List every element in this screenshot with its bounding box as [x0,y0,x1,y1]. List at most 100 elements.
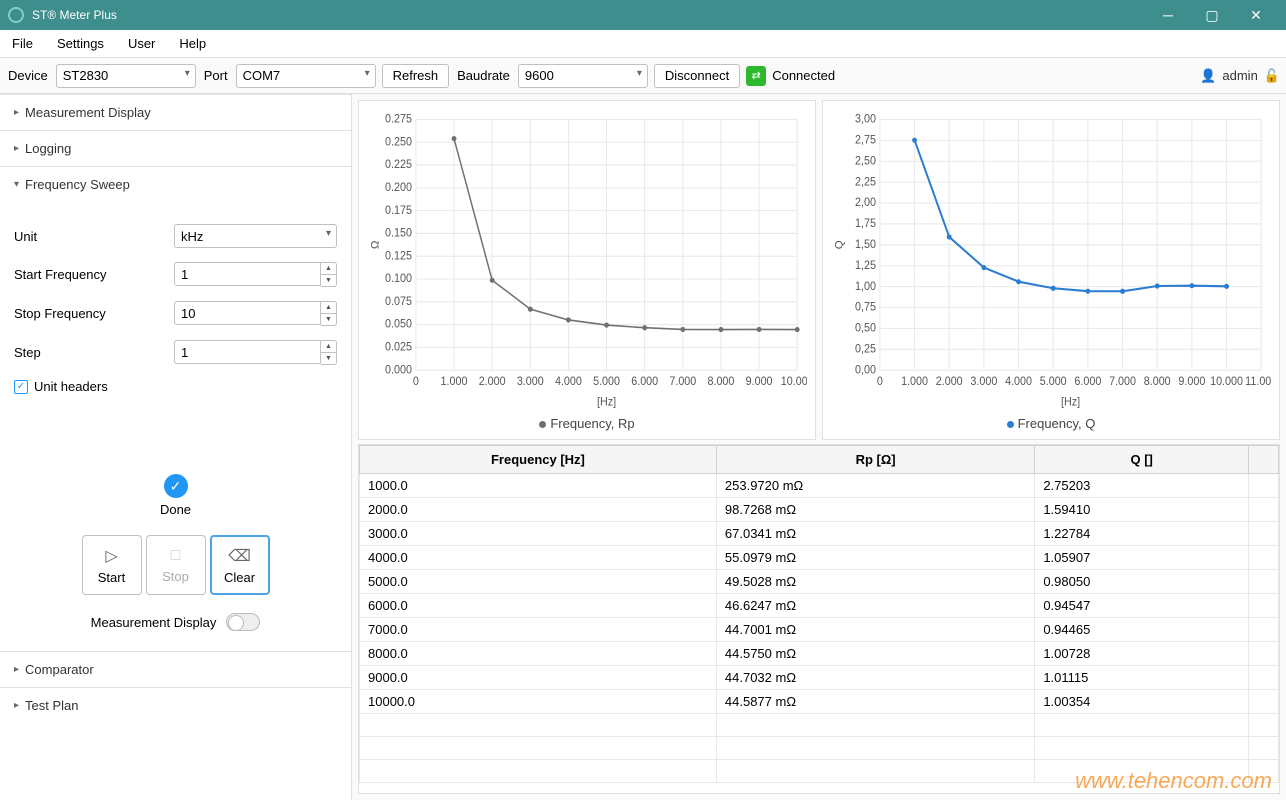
svg-text:1,75: 1,75 [855,218,876,230]
svg-text:1.000: 1.000 [441,376,468,388]
chevron-down-icon: ▾ [14,179,19,190]
refresh-button[interactable]: Refresh [382,64,450,88]
maximize-button[interactable]: ▢ [1190,0,1234,30]
unit-headers-checkbox[interactable]: ✓ [14,380,28,394]
svg-text:11.000: 11.000 [1245,376,1271,388]
svg-text:4.000: 4.000 [555,376,582,388]
play-icon: ▷ [105,546,117,566]
stop-frequency-input[interactable] [174,301,321,325]
clear-button[interactable]: ⌫ Clear [210,535,270,595]
data-table[interactable]: Frequency [Hz]Rp [Ω]Q []1000.0253.9720 m… [358,444,1280,794]
sidebar: ▸ Measurement Display ▸ Logging ▾ Freque… [0,94,352,800]
accordion-measurement-display[interactable]: ▸ Measurement Display [0,95,351,130]
stop-frequency-label: Stop Frequency [14,306,174,321]
svg-text:[Hz]: [Hz] [1061,396,1080,408]
svg-text:0: 0 [413,376,419,388]
lock-icon: 🔓 [1264,68,1280,84]
accordion-label: Test Plan [25,698,78,713]
svg-text:8.000: 8.000 [1144,376,1171,388]
accordion-logging[interactable]: ▸ Logging [0,131,351,166]
svg-text:0.200: 0.200 [385,182,412,194]
svg-text:0: 0 [877,376,883,388]
minimize-button[interactable]: ─ [1146,0,1190,30]
chevron-right-icon: ▸ [14,107,19,118]
svg-text:2,50: 2,50 [855,155,876,167]
unit-select[interactable] [174,224,337,248]
unit-label: Unit [14,229,174,244]
content-area: 0.0000.0250.0500.0750.1000.1250.1500.175… [352,94,1286,800]
svg-text:7.000: 7.000 [1109,376,1136,388]
svg-text:2,25: 2,25 [855,176,876,188]
unit-headers-label: Unit headers [34,379,108,394]
stop-frequency-spinner[interactable]: ▲▼ [321,301,337,326]
svg-text:2,75: 2,75 [855,134,876,146]
svg-text:2.000: 2.000 [936,376,963,388]
done-label: Done [14,502,337,517]
svg-text:8.000: 8.000 [708,376,735,388]
step-input[interactable] [174,340,321,364]
baudrate-select[interactable] [518,64,648,88]
accordion-label: Logging [25,141,71,156]
svg-text:Q: Q [834,240,846,249]
svg-text:0.125: 0.125 [385,250,412,262]
svg-text:5.000: 5.000 [1040,376,1067,388]
svg-text:0.075: 0.075 [385,296,412,308]
start-label: Start [98,570,125,585]
svg-text:0.100: 0.100 [385,273,412,285]
svg-text:1,50: 1,50 [855,239,876,251]
close-button[interactable]: ✕ [1234,0,1278,30]
accordion-test-plan[interactable]: ▸ Test Plan [0,688,351,723]
svg-text:0.275: 0.275 [385,113,412,125]
svg-text:0,25: 0,25 [855,343,876,355]
start-frequency-spinner[interactable]: ▲▼ [321,262,337,287]
svg-text:0,00: 0,00 [855,364,876,376]
device-label: Device [6,68,50,83]
toolbar: Device Port Refresh Baudrate Disconnect … [0,58,1286,94]
start-frequency-label: Start Frequency [14,267,174,282]
accordion-label: Frequency Sweep [25,177,130,192]
chart-q-legend: Frequency, Q [1018,416,1096,431]
done-icon: ✓ [164,474,188,498]
svg-text:5.000: 5.000 [593,376,620,388]
menubar: File Settings User Help [0,30,1286,58]
menu-help[interactable]: Help [175,34,210,53]
menu-file[interactable]: File [8,34,37,53]
svg-text:9.000: 9.000 [1178,376,1205,388]
svg-text:7.000: 7.000 [669,376,696,388]
titlebar: ST® Meter Plus ─ ▢ ✕ [0,0,1286,30]
svg-text:0.025: 0.025 [385,341,412,353]
svg-text:0.225: 0.225 [385,159,412,171]
start-frequency-input[interactable] [174,262,321,286]
port-select[interactable] [236,64,376,88]
chart-rp: 0.0000.0250.0500.0750.1000.1250.1500.175… [358,100,816,440]
step-spinner[interactable]: ▲▼ [321,340,337,365]
menu-user[interactable]: User [124,34,159,53]
broom-icon: ⌫ [228,546,251,566]
disconnect-button[interactable]: Disconnect [654,64,740,88]
md-toggle-label: Measurement Display [91,615,217,630]
app-icon [8,7,24,23]
chevron-right-icon: ▸ [14,664,19,675]
md-toggle[interactable] [226,613,260,631]
svg-text:1,00: 1,00 [855,280,876,292]
accordion-comparator[interactable]: ▸ Comparator [0,652,351,687]
stop-button[interactable]: □ Stop [146,535,206,595]
baudrate-label: Baudrate [455,68,512,83]
start-button[interactable]: ▷ Start [82,535,142,595]
svg-text:[Hz]: [Hz] [597,396,616,408]
svg-text:10.000: 10.000 [781,376,807,388]
svg-text:6.000: 6.000 [1074,376,1101,388]
menu-settings[interactable]: Settings [53,34,108,53]
svg-text:0.050: 0.050 [385,318,412,330]
svg-text:3.000: 3.000 [970,376,997,388]
step-label: Step [14,345,174,360]
device-select[interactable] [56,64,196,88]
user-area[interactable]: 👤 admin 🔓 [1200,68,1280,84]
connection-status-icon: ⇄ [746,66,766,86]
accordion-frequency-sweep[interactable]: ▾ Frequency Sweep [0,167,351,202]
svg-text:0.000: 0.000 [385,364,412,376]
svg-text:2.000: 2.000 [479,376,506,388]
window-title: ST® Meter Plus [32,8,1146,22]
connection-status-label: Connected [772,68,835,83]
svg-text:3.000: 3.000 [517,376,544,388]
